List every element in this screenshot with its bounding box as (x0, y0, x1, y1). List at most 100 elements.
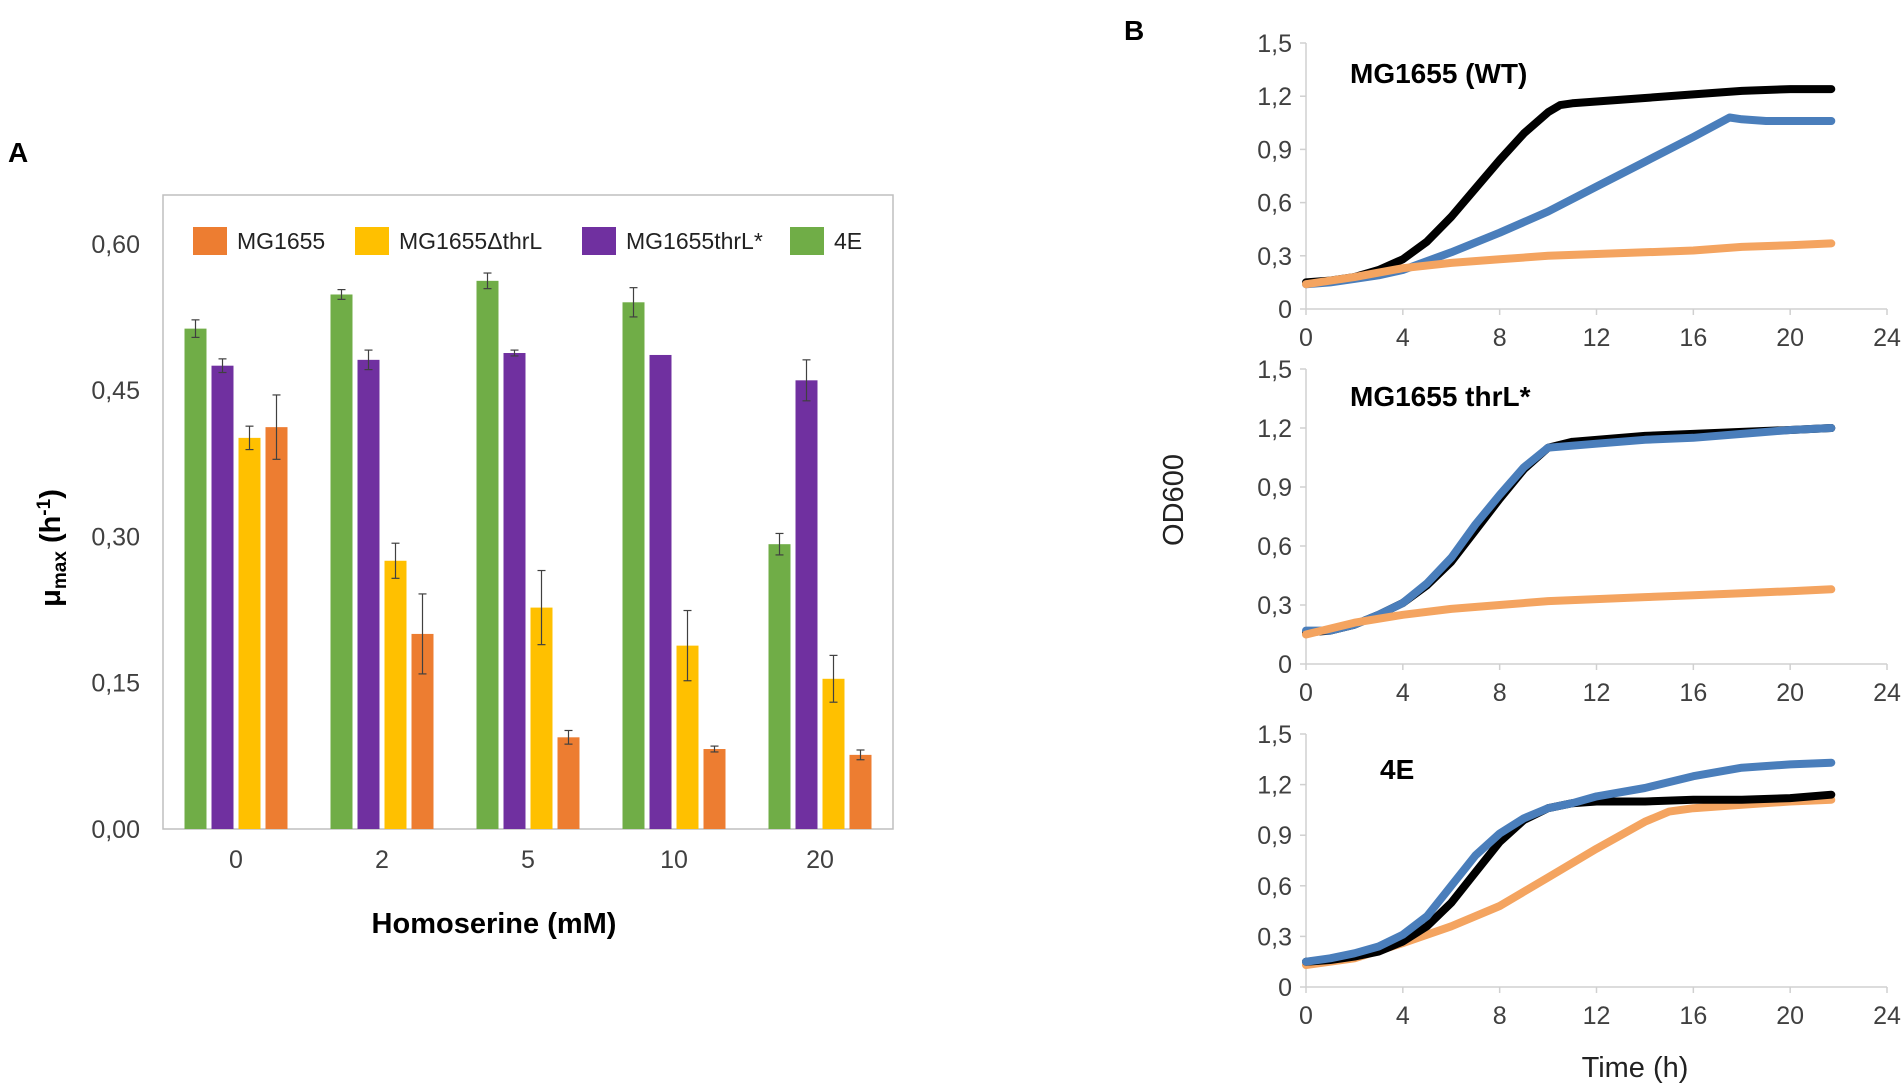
subplot-2: 0 0,3 0,6 0,9 1,2 1,5 0 4 8 12 16 20 24 4E (1257, 721, 1901, 1030)
x-tick-label-4: 16 (1679, 1002, 1707, 1030)
chart-legend: MG1655 MG1655ΔthrL MG1655thrL* 4E (193, 227, 862, 255)
subplot-title: MG1655 thrL* (1350, 381, 1531, 412)
bar-MG1655thrL*-5 (503, 353, 526, 829)
y-tick-label-1: 0,3 (1257, 592, 1292, 620)
bar-MG1655thrL*-0 (211, 365, 234, 829)
x-tick-label-0: 0 (1299, 679, 1313, 707)
x-tick-label-5: 20 (1776, 679, 1804, 707)
y-tick-label-5: 1,5 (1257, 721, 1292, 749)
y-tick-label-3: 0,9 (1257, 136, 1292, 164)
x-tick-label-20: 20 (806, 846, 834, 874)
x-tick-label-6: 24 (1873, 1002, 1901, 1030)
line-chart-od600: OD600 Time (h) 00,30,60,91,21,50 4 8 12 16 20… (1158, 30, 1901, 1083)
y-tick-label-1: 0,3 (1257, 243, 1292, 271)
series-line-black (1302, 790, 1836, 966)
x-tick-label-5: 5 (521, 846, 535, 874)
x-tick-label-1: 4 (1396, 679, 1410, 707)
y-tick-label-3: 0,45 (91, 377, 140, 405)
y-tick-label-4: 1,2 (1257, 415, 1292, 443)
bar-MG1655-10 (703, 749, 726, 829)
legend-label-4E: 4E (834, 228, 862, 254)
y-axis-title-sub: max (50, 551, 71, 589)
series-line-blue (1302, 758, 1836, 966)
bar-MG1655ΔthrL-20 (822, 678, 845, 829)
y-axis-title-unit-sup: -1 (34, 498, 55, 515)
legend-swatch-4E (790, 227, 824, 255)
bar-MG1655-0 (265, 427, 288, 829)
bar-MG1655-5 (557, 737, 580, 829)
bar-MG1655thrL*-2 (357, 359, 380, 829)
y-tick-label-3: 0,9 (1257, 822, 1292, 850)
x-tick-label-1: 4 (1396, 1002, 1410, 1030)
bar-MG1655ΔthrL-10 (676, 645, 699, 829)
bar-MG1655-20 (849, 754, 872, 829)
x-tick-label-1: 4 (1396, 324, 1410, 352)
y-axis-title-od600: OD600 (1158, 454, 1190, 546)
y-tick-label-2: 0,6 (1257, 873, 1292, 901)
x-tick-label-4: 16 (1679, 679, 1707, 707)
legend-swatch-MG1655ΔthrL (355, 227, 389, 255)
x-tick-label-0: 0 (1299, 1002, 1313, 1030)
y-tick-label-0: 0 (1278, 651, 1292, 679)
bar-chart-mumax: 0 2 5 10 200,000,150,300,450,60 MG1655 MG1655… (34, 194, 894, 940)
subplot-title: 4E (1380, 754, 1414, 785)
axis-ticks-group: 0 2 5 10 20 0,00 0,15 0,30 0,45 0,60 (91, 231, 834, 874)
x-tick-label-6: 24 (1873, 679, 1901, 707)
x-tick-label-3: 12 (1583, 679, 1611, 707)
y-tick-label-1: 0,15 (91, 670, 140, 698)
bar-MG1655thrL*-10 (649, 354, 672, 829)
y-tick-label-4: 0,60 (91, 231, 140, 259)
bar-4E-20 (768, 544, 791, 829)
y-tick-label-5: 1,5 (1257, 356, 1292, 384)
y-tick-label-1: 0,3 (1257, 923, 1292, 951)
bar-MG1655ΔthrL-5 (530, 607, 553, 829)
y-tick-label-4: 1,2 (1257, 83, 1292, 111)
legend-swatch-MG1655 (193, 227, 227, 255)
subplot-1: 0 0,3 0,6 0,9 1,2 1,5 0 4 8 12 16 20 24 MG1655 thrL* (1257, 356, 1901, 707)
x-tick-label-2: 8 (1493, 1002, 1507, 1030)
y-tick-label-4: 1,2 (1257, 772, 1292, 800)
bar-MG1655ΔthrL-0 (238, 437, 261, 829)
y-axis-title: μmax (h-1) (34, 489, 71, 607)
bar-series-group (184, 272, 872, 829)
bar-MG1655-2 (411, 633, 434, 829)
y-tick-label-2: 0,6 (1257, 190, 1292, 218)
y-tick-label-2: 0,6 (1257, 533, 1292, 561)
x-tick-label-10: 10 (660, 846, 688, 874)
x-tick-label-6: 24 (1873, 324, 1901, 352)
y-axis-title-unit-open: (h (35, 516, 67, 551)
y-tick-label-0: 0,00 (91, 816, 140, 844)
x-tick-label-5: 20 (1776, 1002, 1804, 1030)
x-tick-label-2: 8 (1493, 679, 1507, 707)
x-tick-label-3: 12 (1583, 324, 1611, 352)
x-tick-label-3: 12 (1583, 1002, 1611, 1030)
y-axis-title-unit-close: ) (35, 489, 67, 499)
legend-label-MG1655: MG1655 (237, 228, 325, 254)
x-axis-title: Homoserine (mM) (372, 908, 617, 940)
legend-swatch-MG1655thrL* (582, 227, 616, 255)
panel-label-b: B (1124, 15, 1144, 46)
legend-label-MG1655thrL*: MG1655thrL* (626, 228, 763, 254)
y-tick-label-3: 0,9 (1257, 474, 1292, 502)
x-tick-label-2: 2 (375, 846, 389, 874)
legend-label-MG1655ΔthrL: MG1655ΔthrL (399, 228, 542, 254)
x-tick-label-0: 0 (1299, 324, 1313, 352)
bar-4E-10 (622, 302, 645, 829)
subplot-title: MG1655 (WT) (1350, 58, 1527, 89)
bar-4E-5 (476, 280, 499, 829)
subplot-0: 0 0,3 0,6 0,9 1,2 1,5 0 4 8 12 16 20 24 MG1655 (WT) (1257, 30, 1901, 352)
bar-MG1655ΔthrL-2 (384, 560, 407, 829)
bar-4E-0 (184, 328, 207, 829)
y-axis-title-main: μ (35, 589, 67, 607)
x-tick-label-0: 0 (229, 846, 243, 874)
series-line-blue (1302, 113, 1836, 289)
panel-label-a: A (8, 137, 28, 168)
y-tick-label-2: 0,30 (91, 523, 140, 551)
bar-4E-2 (330, 294, 353, 829)
series-line-orange (1302, 585, 1836, 639)
y-tick-label-0: 0 (1278, 974, 1292, 1002)
plot-area-border (162, 194, 894, 830)
series-line-orange (1302, 239, 1836, 289)
x-tick-label-4: 16 (1679, 324, 1707, 352)
